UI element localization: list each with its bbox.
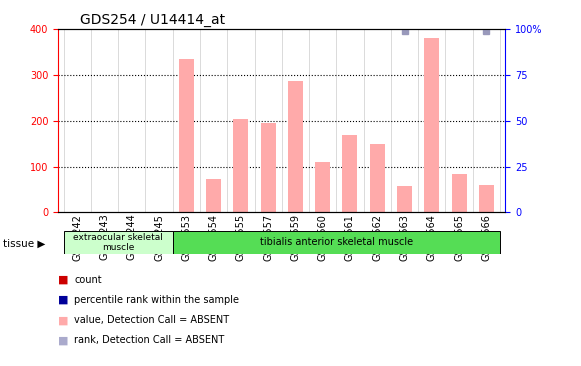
Text: ■: ■ (58, 335, 69, 346)
Bar (288, 81, 303, 212)
Bar (397, 186, 412, 212)
Bar (315, 162, 330, 212)
Bar (261, 123, 275, 212)
Bar (179, 59, 194, 212)
Bar (63, 231, 173, 254)
Text: rank, Detection Call = ABSENT: rank, Detection Call = ABSENT (74, 335, 225, 346)
Bar (342, 135, 357, 212)
Bar (424, 38, 439, 212)
Bar (234, 119, 248, 212)
Bar (479, 185, 494, 212)
Text: tibialis anterior skeletal muscle: tibialis anterior skeletal muscle (260, 238, 413, 247)
Text: count: count (74, 275, 102, 285)
Bar (173, 231, 500, 254)
Text: value, Detection Call = ABSENT: value, Detection Call = ABSENT (74, 315, 229, 325)
Text: ■: ■ (58, 295, 69, 305)
Text: ■: ■ (58, 275, 69, 285)
Bar (370, 143, 385, 212)
Text: percentile rank within the sample: percentile rank within the sample (74, 295, 239, 305)
Text: GDS254 / U14414_at: GDS254 / U14414_at (80, 13, 225, 27)
Text: extraocular skeletal
muscle: extraocular skeletal muscle (73, 233, 163, 252)
Text: tissue ▶: tissue ▶ (3, 238, 45, 249)
Bar (206, 179, 221, 212)
Bar (451, 174, 467, 212)
Text: ■: ■ (58, 315, 69, 325)
